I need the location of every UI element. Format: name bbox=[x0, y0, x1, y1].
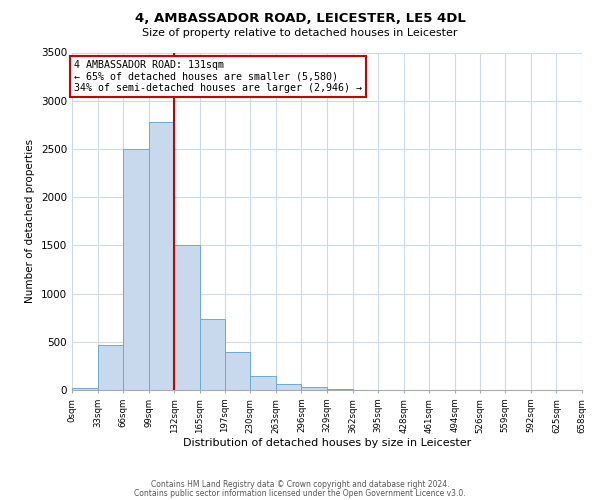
Text: 4, AMBASSADOR ROAD, LEICESTER, LE5 4DL: 4, AMBASSADOR ROAD, LEICESTER, LE5 4DL bbox=[134, 12, 466, 26]
Text: 4 AMBASSADOR ROAD: 131sqm
← 65% of detached houses are smaller (5,580)
34% of se: 4 AMBASSADOR ROAD: 131sqm ← 65% of detac… bbox=[74, 60, 362, 94]
Text: Contains HM Land Registry data © Crown copyright and database right 2024.: Contains HM Land Registry data © Crown c… bbox=[151, 480, 449, 489]
Text: Contains public sector information licensed under the Open Government Licence v3: Contains public sector information licen… bbox=[134, 489, 466, 498]
Bar bbox=[72, 388, 98, 390]
Bar bbox=[327, 388, 353, 390]
Bar bbox=[123, 149, 149, 390]
Bar bbox=[175, 246, 200, 390]
Bar bbox=[224, 352, 250, 390]
Bar bbox=[301, 387, 327, 390]
Y-axis label: Number of detached properties: Number of detached properties bbox=[25, 139, 35, 304]
Bar bbox=[200, 318, 224, 390]
Bar bbox=[250, 376, 276, 390]
Bar bbox=[98, 344, 123, 390]
Bar bbox=[276, 384, 301, 390]
Bar bbox=[149, 122, 175, 390]
Text: Size of property relative to detached houses in Leicester: Size of property relative to detached ho… bbox=[142, 28, 458, 38]
X-axis label: Distribution of detached houses by size in Leicester: Distribution of detached houses by size … bbox=[183, 438, 471, 448]
